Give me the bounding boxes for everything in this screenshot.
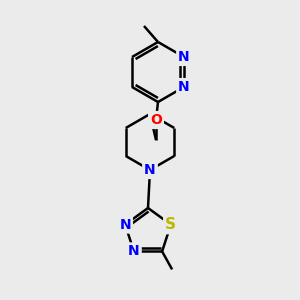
Text: N: N: [144, 163, 156, 177]
Text: S: S: [165, 217, 176, 232]
Text: N: N: [119, 218, 131, 232]
Text: N: N: [128, 244, 140, 258]
Text: N: N: [178, 80, 190, 94]
Text: O: O: [150, 113, 162, 127]
Text: N: N: [178, 50, 190, 64]
